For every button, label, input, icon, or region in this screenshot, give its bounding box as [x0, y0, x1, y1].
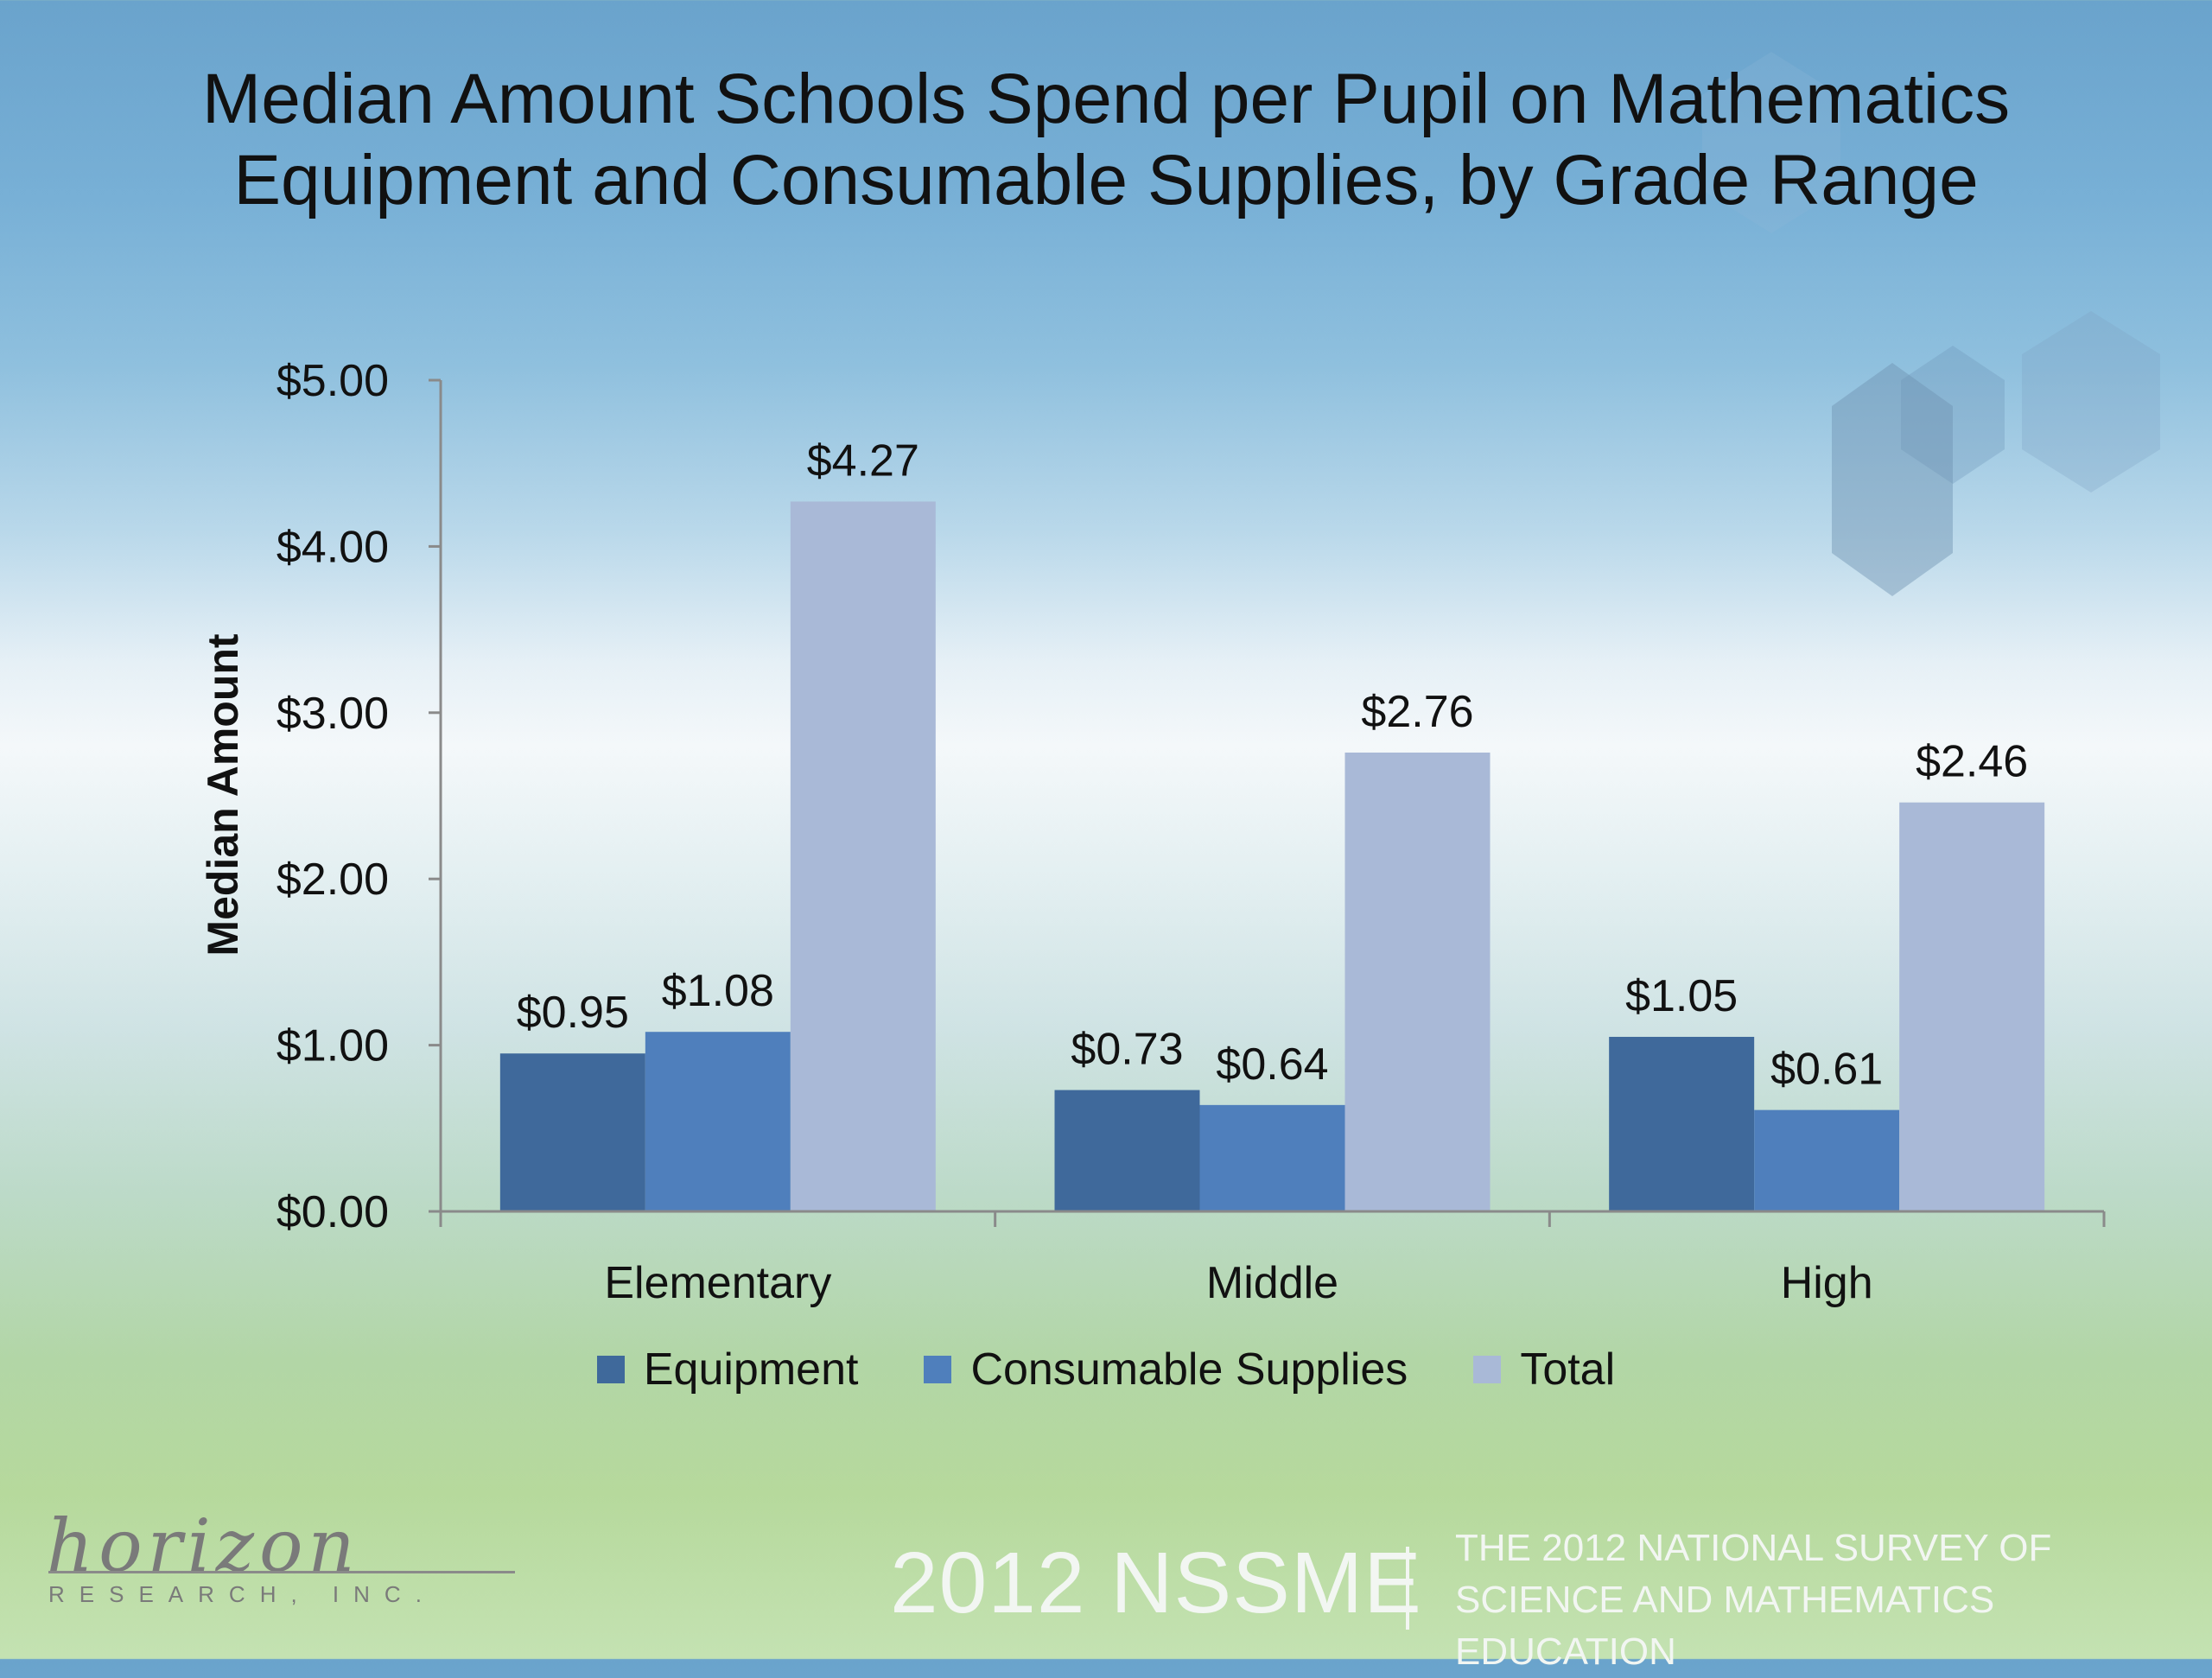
x-category-label-elementary: Elementary [604, 1258, 831, 1308]
legend: Equipment Consumable Supplies Total [0, 1344, 2212, 1395]
legend-swatch-total [1473, 1356, 1502, 1383]
y-tick-label: $0.00 [276, 1187, 389, 1237]
data-label-elementary-consumable-supplies: $1.08 [662, 966, 774, 1016]
data-label-high-consumable-supplies: $0.61 [1770, 1045, 1883, 1095]
legend-swatch-consumable-supplies [924, 1356, 952, 1383]
logo-wordmark: horizon [47, 1503, 360, 1588]
data-label-high-total: $2.46 [1916, 737, 2028, 787]
data-label-middle-consumable-supplies: $0.64 [1216, 1039, 1328, 1090]
x-category-label-middle: Middle [1206, 1258, 1338, 1308]
category-labels: Elementary Middle High [604, 1258, 1872, 1308]
data-labels: $0.95 $1.08 $4.27 $0.73 $0.64 $2.76 $1.05 $0.61… [517, 435, 2028, 1094]
legend-label-total: Total [1520, 1344, 1616, 1395]
footer-survey-name: THE 2012 NATIONAL SURVEY OF SCIENCE AND … [1455, 1522, 2212, 1678]
data-label-high-equipment: $1.05 [1625, 971, 1738, 1021]
footer-divider [1406, 1547, 1409, 1630]
bar-middle-equipment [1054, 1090, 1200, 1211]
legend-swatch-equipment [596, 1356, 625, 1383]
axes [439, 380, 2106, 1227]
y-axis-title: Median Amount [199, 633, 247, 956]
data-label-middle-total: $2.76 [1361, 687, 1473, 737]
bar-elementary-equipment [499, 1053, 645, 1211]
y-tick-label: $2.00 [276, 855, 389, 905]
legend-item-equipment: Equipment [596, 1344, 859, 1395]
legend-label-consumable-supplies: Consumable Supplies [970, 1344, 1408, 1395]
bar-high-total [1899, 802, 2045, 1211]
bar-high-consumable-supplies [1754, 1109, 1900, 1211]
y-axis-ticks: $0.00 $1.00 $2.00 $3.00 $4.00 $5.00 [276, 356, 441, 1237]
bars [499, 501, 2045, 1211]
legend-item-total: Total [1473, 1344, 1615, 1395]
logo-subtitle: RESEARCH, INC. [48, 1581, 436, 1607]
footer-survey-line-1: THE 2012 NATIONAL SURVEY OF [1455, 1527, 2052, 1569]
logo-rule [48, 1571, 515, 1573]
x-category-label-high: High [1781, 1258, 1873, 1308]
y-tick-label: $1.00 [276, 1021, 389, 1071]
data-label-elementary-equipment: $0.95 [517, 988, 629, 1038]
bar-middle-total [1344, 752, 1491, 1211]
bar-elementary-consumable-supplies [645, 1032, 791, 1211]
bar-elementary-total [790, 501, 936, 1211]
horizon-research-logo: horizon RESEARCH, INC. [43, 1503, 527, 1624]
chart-title: Median Amount Schools Spend per Pupil on… [201, 60, 2011, 219]
data-label-elementary-total: $4.27 [807, 435, 919, 486]
y-tick-label: $5.00 [276, 356, 389, 406]
bar-high-equipment [1609, 1036, 1755, 1211]
legend-label-equipment: Equipment [643, 1344, 859, 1395]
bar-middle-consumable-supplies [1199, 1104, 1345, 1211]
legend-item-consumable-supplies: Consumable Supplies [924, 1344, 1408, 1395]
data-label-middle-equipment: $0.73 [1071, 1025, 1183, 1075]
y-tick-label: $4.00 [276, 522, 389, 572]
y-tick-label: $3.00 [276, 689, 389, 739]
footer-brand: 2012 NSSME [890, 1535, 1422, 1631]
footer-survey-line-2: SCIENCE AND MATHEMATICS EDUCATION [1455, 1579, 1995, 1673]
